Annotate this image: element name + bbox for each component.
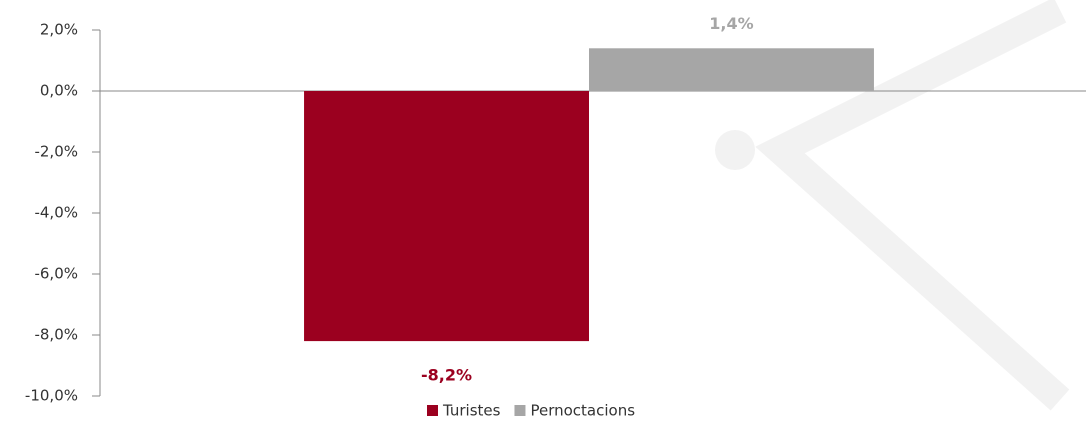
legend-swatch: [427, 405, 438, 416]
y-tick-label: -8,0%: [34, 326, 78, 344]
legend-swatch: [514, 405, 526, 416]
y-tick-label: -2,0%: [34, 143, 78, 161]
y-tick-label: 2,0%: [40, 21, 78, 39]
value-label: 1,4%: [709, 14, 753, 33]
y-tick-label: 0,0%: [40, 82, 78, 100]
legend-label: Pernoctacions: [530, 402, 635, 420]
bar: [589, 48, 874, 91]
y-tick-label: -6,0%: [34, 265, 78, 283]
watermark-shape: [755, 0, 1070, 411]
y-tick-label: -4,0%: [34, 204, 78, 222]
legend-label: Turistes: [442, 402, 501, 420]
bar: [304, 91, 589, 342]
value-label: -8,2%: [421, 366, 472, 385]
watermark-dot: [715, 130, 755, 170]
y-tick-label: -10,0%: [25, 387, 78, 405]
watermark: [715, 0, 1070, 411]
